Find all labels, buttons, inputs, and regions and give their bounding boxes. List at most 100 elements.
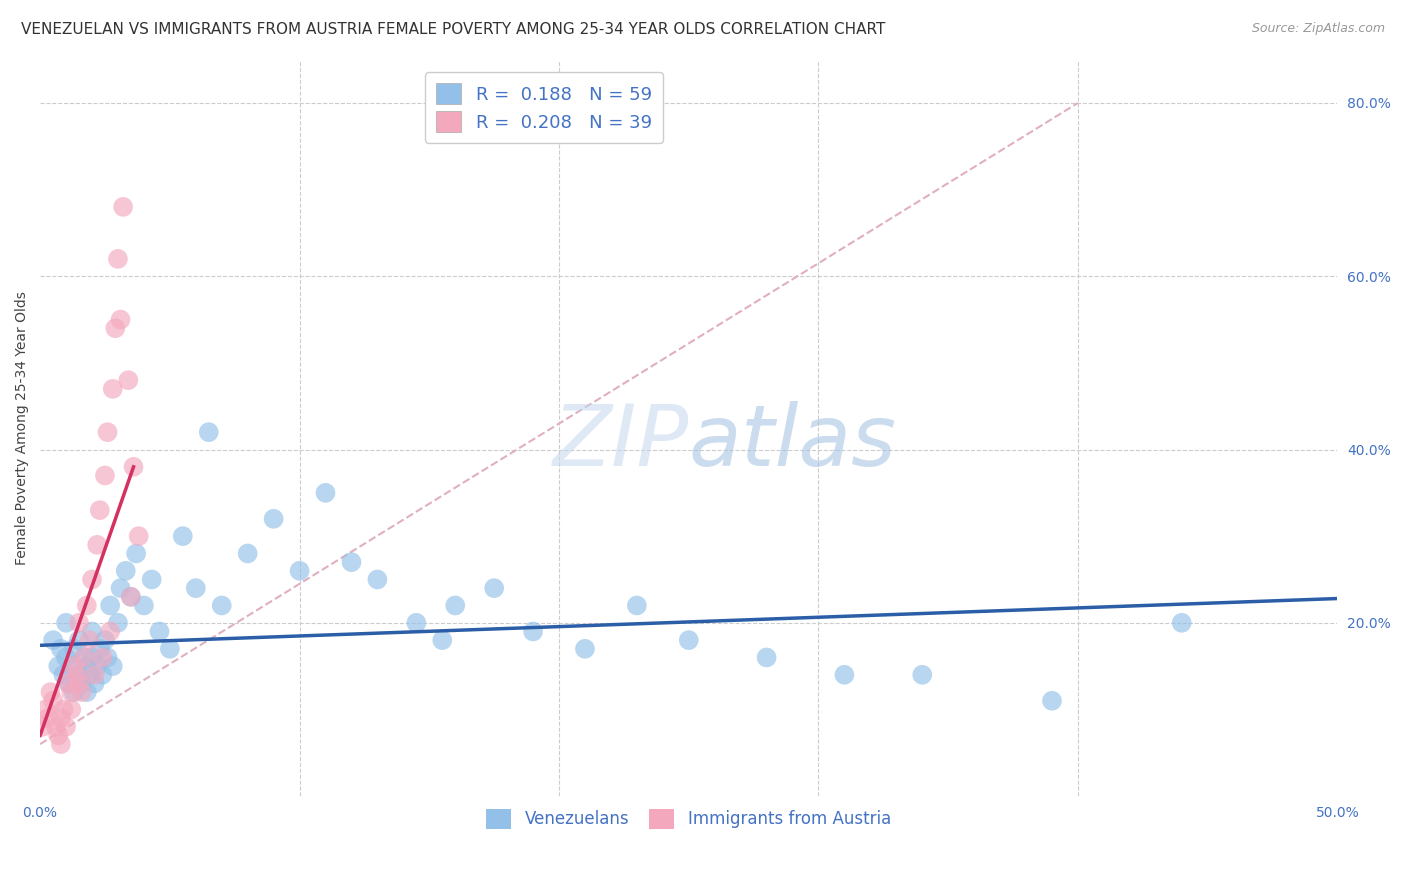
Point	[184, 581, 207, 595]
Point	[94, 468, 117, 483]
Point	[141, 573, 163, 587]
Point	[98, 599, 121, 613]
Point	[366, 573, 388, 587]
Point	[104, 321, 127, 335]
Point	[70, 685, 93, 699]
Point	[172, 529, 194, 543]
Point	[80, 650, 103, 665]
Point	[263, 512, 285, 526]
Point	[1170, 615, 1192, 630]
Point	[834, 667, 856, 681]
Legend: Venezuelans, Immigrants from Austria: Venezuelans, Immigrants from Austria	[479, 802, 897, 836]
Text: ZIP: ZIP	[553, 401, 689, 484]
Point	[49, 737, 72, 751]
Point	[482, 581, 505, 595]
Point	[112, 200, 135, 214]
Point	[114, 564, 136, 578]
Point	[315, 485, 337, 500]
Point	[46, 728, 69, 742]
Point	[58, 676, 80, 690]
Point	[91, 650, 114, 665]
Point	[911, 667, 934, 681]
Point	[97, 650, 120, 665]
Point	[522, 624, 544, 639]
Point	[236, 546, 259, 560]
Point	[80, 573, 103, 587]
Point	[86, 659, 108, 673]
Point	[42, 694, 65, 708]
Point	[46, 659, 69, 673]
Point	[128, 529, 150, 543]
Point	[60, 702, 83, 716]
Point	[89, 641, 111, 656]
Point	[60, 659, 83, 673]
Point	[91, 667, 114, 681]
Point	[55, 615, 77, 630]
Point	[67, 633, 90, 648]
Point	[49, 711, 72, 725]
Point	[211, 599, 233, 613]
Point	[86, 538, 108, 552]
Point	[67, 615, 90, 630]
Point	[60, 685, 83, 699]
Point	[432, 633, 454, 648]
Point	[67, 676, 90, 690]
Point	[73, 650, 96, 665]
Text: Source: ZipAtlas.com: Source: ZipAtlas.com	[1251, 22, 1385, 36]
Point	[83, 667, 105, 681]
Point	[63, 641, 86, 656]
Text: VENEZUELAN VS IMMIGRANTS FROM AUSTRIA FEMALE POVERTY AMONG 25-34 YEAR OLDS CORRE: VENEZUELAN VS IMMIGRANTS FROM AUSTRIA FE…	[21, 22, 886, 37]
Point	[101, 659, 124, 673]
Point	[97, 425, 120, 440]
Point	[79, 633, 101, 648]
Point	[755, 650, 778, 665]
Y-axis label: Female Poverty Among 25-34 Year Olds: Female Poverty Among 25-34 Year Olds	[15, 291, 30, 565]
Point	[132, 599, 155, 613]
Point	[45, 720, 67, 734]
Point	[120, 590, 142, 604]
Point	[52, 667, 75, 681]
Point	[122, 459, 145, 474]
Point	[70, 676, 93, 690]
Point	[73, 650, 96, 665]
Point	[31, 720, 53, 734]
Point	[65, 667, 87, 681]
Point	[1040, 694, 1063, 708]
Point	[110, 581, 132, 595]
Point	[107, 252, 129, 266]
Point	[37, 711, 59, 725]
Point	[76, 685, 98, 699]
Point	[98, 624, 121, 639]
Point	[288, 564, 311, 578]
Point	[76, 599, 98, 613]
Point	[49, 641, 72, 656]
Point	[125, 546, 148, 560]
Point	[94, 633, 117, 648]
Point	[39, 685, 62, 699]
Point	[42, 633, 65, 648]
Point	[117, 373, 139, 387]
Point	[55, 720, 77, 734]
Point	[80, 624, 103, 639]
Point	[63, 685, 86, 699]
Point	[159, 641, 181, 656]
Point	[79, 667, 101, 681]
Point	[444, 599, 467, 613]
Point	[67, 667, 90, 681]
Point	[83, 676, 105, 690]
Point	[101, 382, 124, 396]
Point	[405, 615, 427, 630]
Point	[148, 624, 170, 639]
Point	[197, 425, 219, 440]
Point	[76, 659, 98, 673]
Point	[58, 676, 80, 690]
Point	[574, 641, 596, 656]
Point	[52, 702, 75, 716]
Point	[120, 590, 142, 604]
Point	[34, 702, 56, 716]
Text: atlas: atlas	[689, 401, 897, 484]
Point	[63, 659, 86, 673]
Point	[678, 633, 700, 648]
Point	[340, 555, 363, 569]
Point	[55, 650, 77, 665]
